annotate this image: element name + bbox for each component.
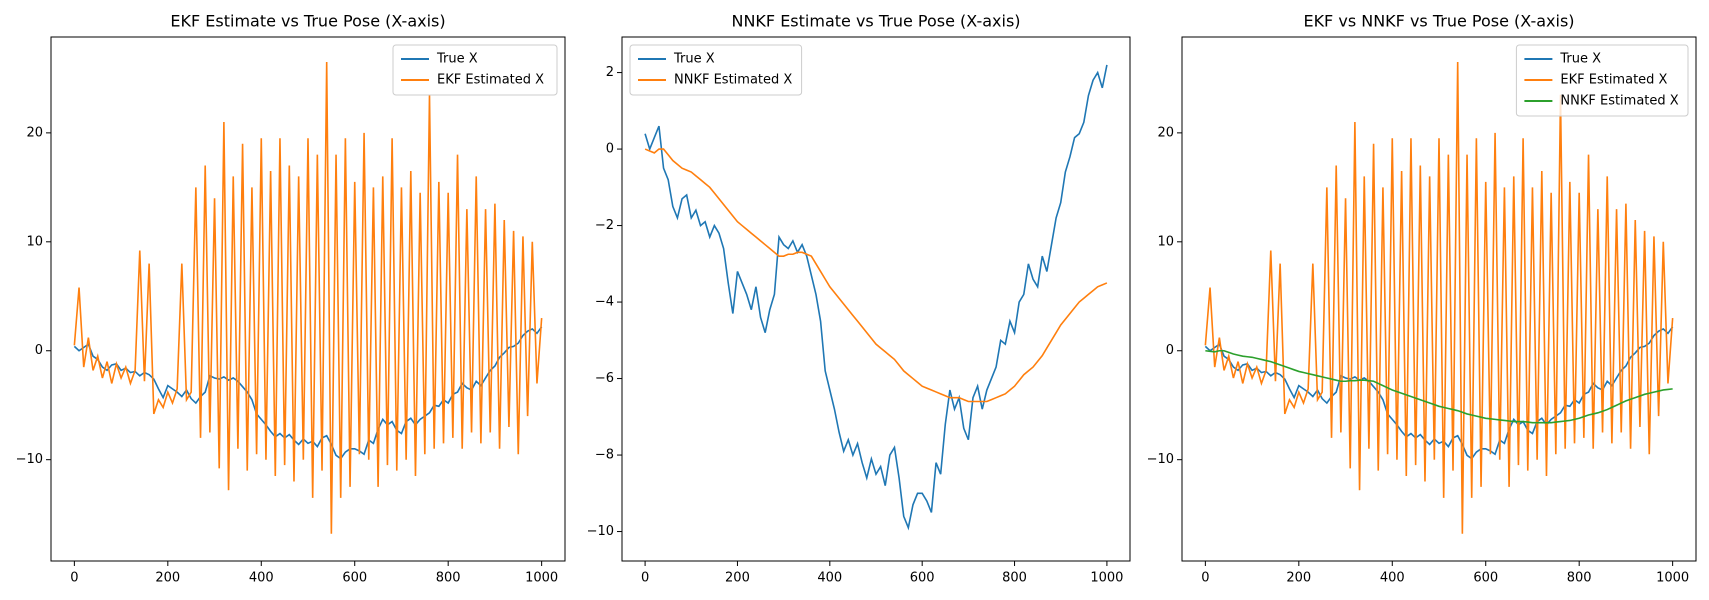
legend-label: True X [1559, 52, 1601, 67]
subplot: EKF Estimate vs True Pose (X-axis)0 200 40… [16, 12, 566, 586]
legend-box [392, 44, 558, 96]
x-tick-label: 800 [1002, 571, 1027, 586]
chart-title: NNKF Estimate vs True Pose (X-axis) [731, 12, 1020, 31]
x-tick-label: 600 [1473, 571, 1498, 586]
subplot: NNKF Estimate vs True Pose (X-axis) 0 200 4… [587, 12, 1131, 586]
x-tick-label: 1000 [1090, 571, 1123, 586]
y-tick-label: 0 [35, 343, 43, 358]
x-tick-label: 200 [1286, 571, 1311, 586]
y-tick-label: 10 [26, 234, 43, 249]
y-tick-label: −10 [16, 452, 43, 467]
x-tick-label: 400 [249, 571, 274, 586]
y-tick-label: −6 [595, 371, 614, 386]
y-tick-label: 0 [606, 142, 614, 157]
x-tick-label: 1000 [1656, 571, 1689, 586]
x-tick-label: 0 [641, 571, 649, 586]
series-line [73, 62, 543, 534]
x-tick-label: 200 [155, 571, 180, 586]
x-tick-label: 1000 [525, 571, 558, 586]
legend-box [629, 44, 803, 96]
y-tick-label: 10 [1157, 234, 1174, 249]
chart-title: EKF Estimate vs True Pose (X-axis) [170, 12, 445, 31]
series-line [1205, 349, 1673, 424]
x-tick-label: 400 [1380, 571, 1405, 586]
legend: True X EKF Estimated X [392, 44, 558, 96]
subplot: EKF vs NNKF vs True Pose (X-axis)0 200 400… [1147, 12, 1697, 586]
series-line [644, 64, 1108, 531]
y-tick-label: 20 [1157, 125, 1174, 140]
legend: True X NNKF Estimated X [629, 44, 803, 96]
legend: True X EKF Estimated X NNKF Estimated X [1515, 44, 1689, 117]
x-tick-label: 0 [70, 571, 78, 586]
y-tick-label: −10 [587, 524, 614, 539]
y-tick-label: −4 [595, 295, 614, 310]
axes-frame [1181, 36, 1697, 562]
legend-label: EKF Estimated X [437, 73, 544, 88]
legend-label: NNKF Estimated X [1560, 94, 1678, 109]
series-line [1204, 62, 1674, 534]
y-tick-label: −8 [595, 448, 614, 463]
legend-label: True X [673, 52, 715, 67]
y-tick-label: 2 [606, 65, 614, 80]
legend-label: True X [436, 52, 478, 67]
x-tick-label: 400 [817, 571, 842, 586]
chart-title: EKF vs NNKF vs True Pose (X-axis) [1303, 12, 1574, 31]
y-tick-label: −2 [595, 218, 614, 233]
x-tick-label: 0 [1201, 571, 1209, 586]
legend-label: NNKF Estimated X [674, 73, 792, 88]
legend-label: EKF Estimated X [1560, 73, 1667, 88]
y-tick-label: −10 [1147, 452, 1174, 467]
x-tick-label: 200 [725, 571, 750, 586]
series-line [644, 148, 1108, 403]
y-tick-label: 0 [1166, 343, 1174, 358]
x-tick-label: 600 [342, 571, 367, 586]
x-tick-label: 600 [910, 571, 935, 586]
x-tick-label: 800 [436, 571, 461, 586]
axes-frame [621, 36, 1131, 562]
axes-frame [50, 36, 566, 562]
y-tick-label: 20 [26, 125, 43, 140]
legend-box [1515, 44, 1689, 117]
x-tick-label: 800 [1567, 571, 1592, 586]
